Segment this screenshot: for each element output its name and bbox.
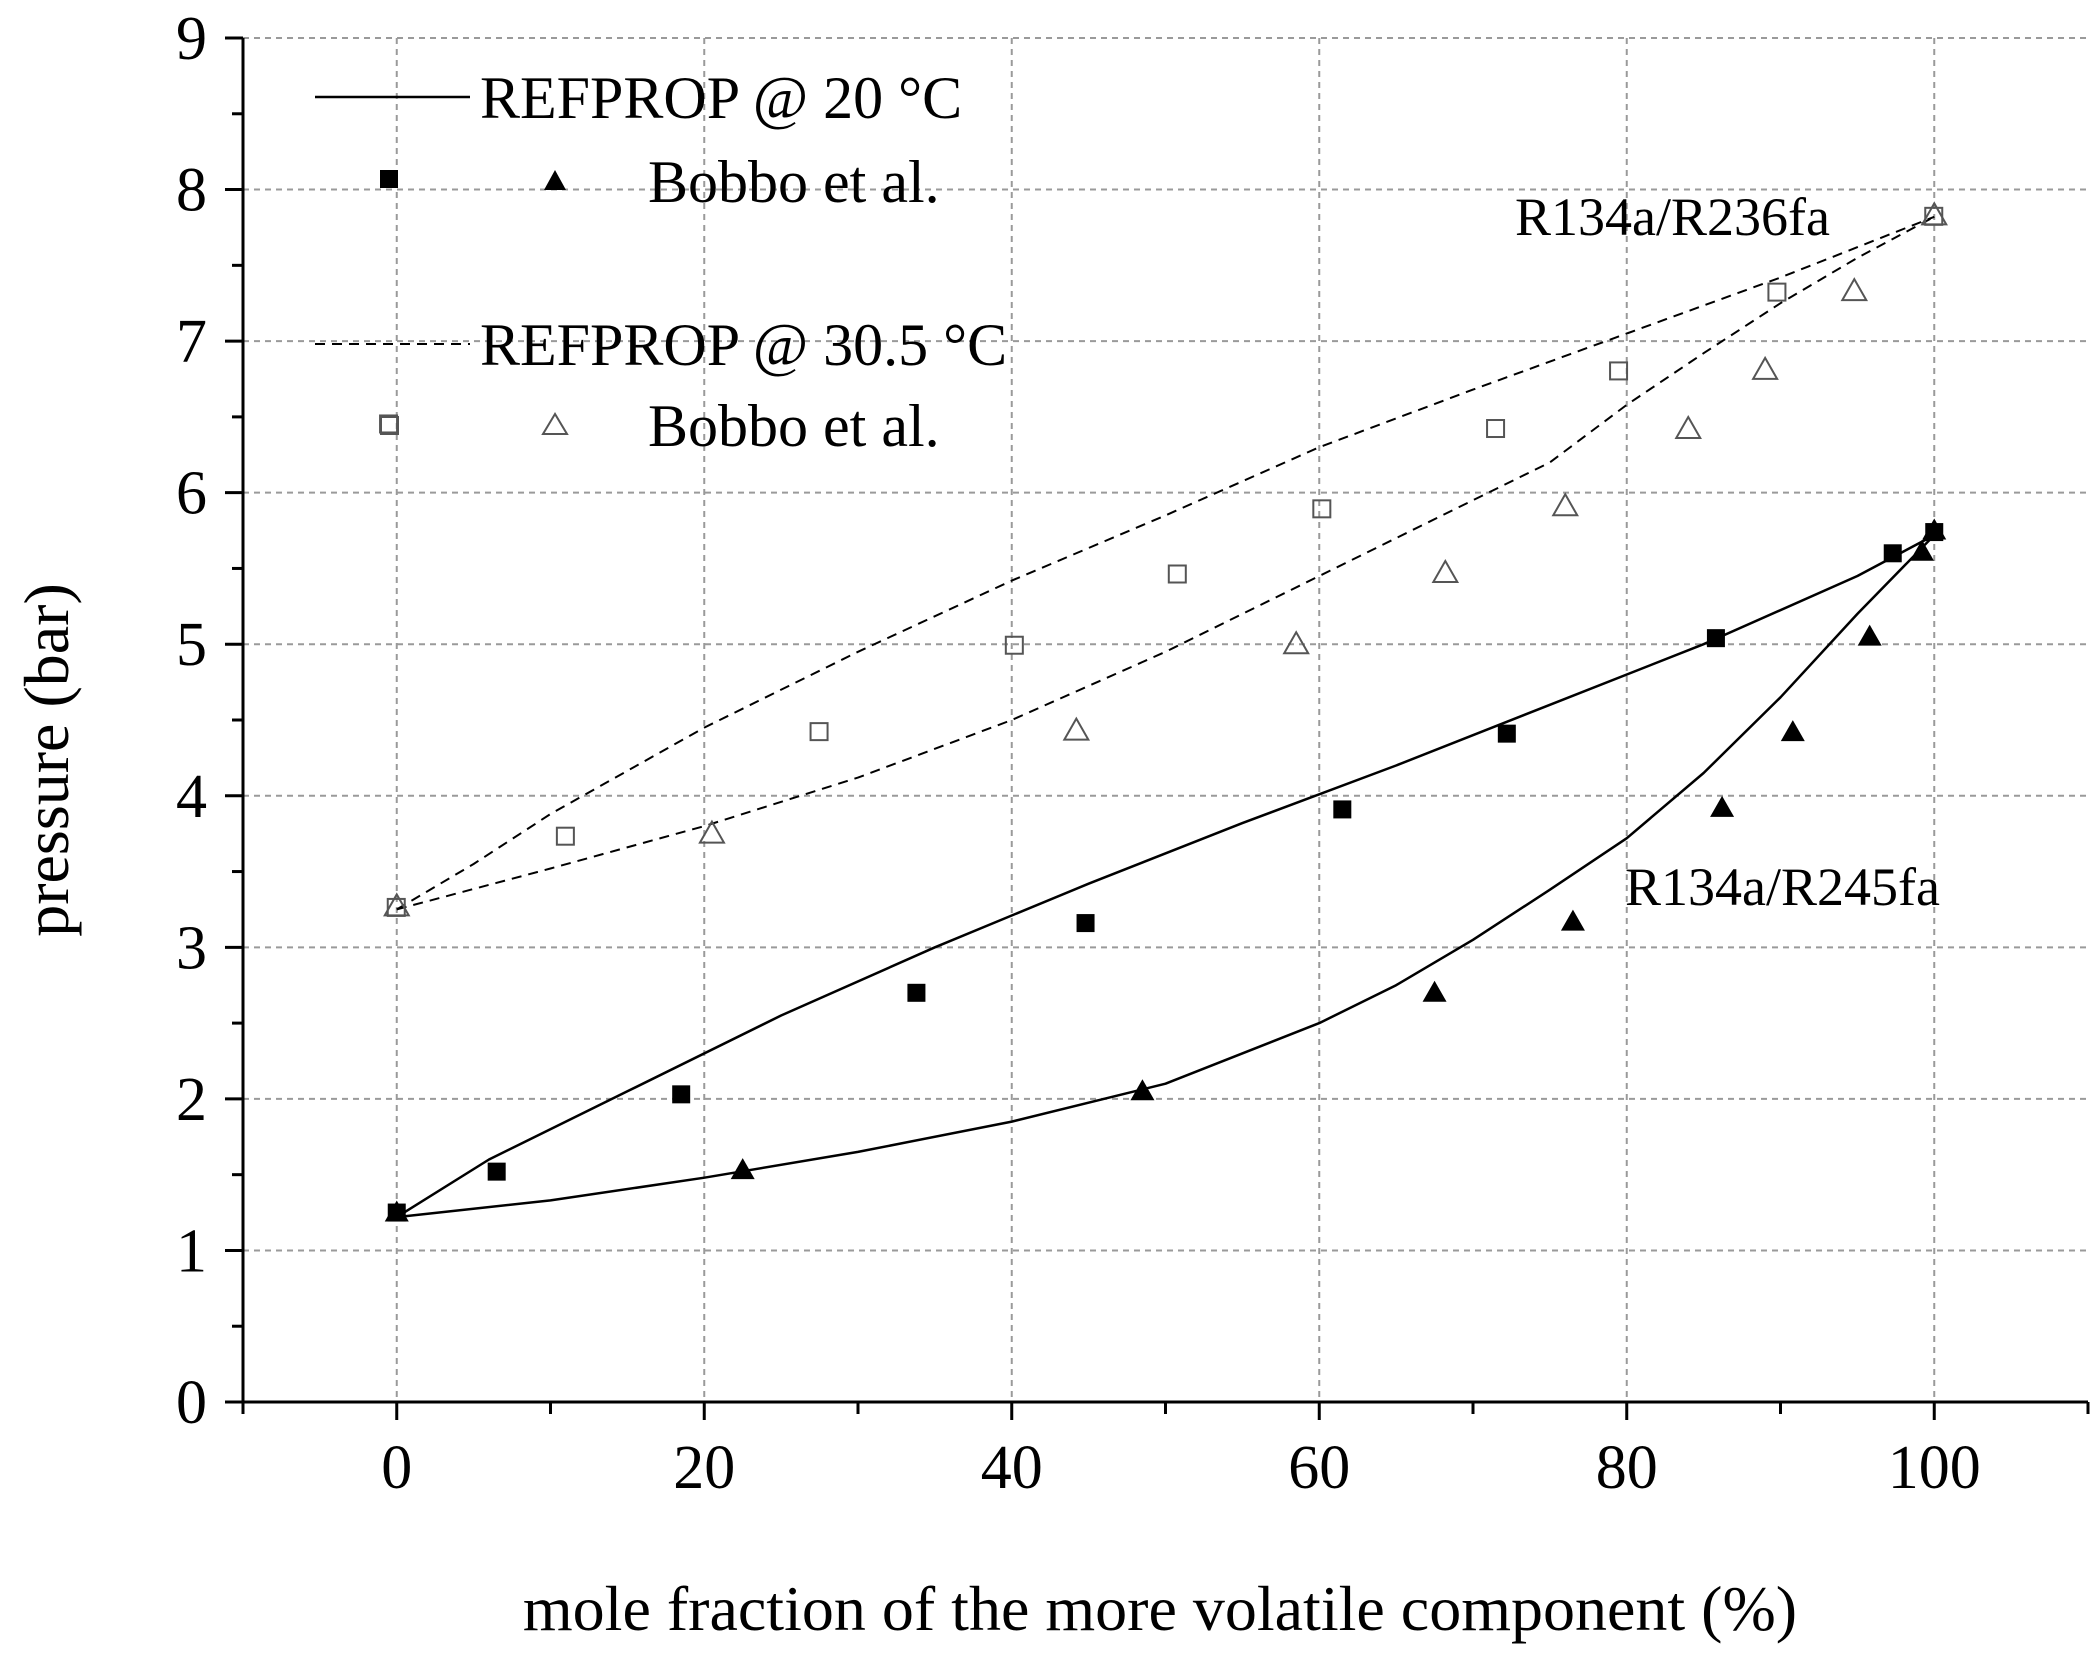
point-filled-square — [487, 1162, 506, 1181]
point-open-triangle — [1751, 355, 1779, 380]
point-open-square — [1767, 282, 1787, 302]
y-tick-label: 4 — [176, 763, 207, 831]
point-open-square — [379, 414, 399, 434]
y-tick-label: 7 — [176, 308, 207, 376]
point-open-triangle — [1840, 277, 1869, 302]
y-tick-label: 9 — [176, 5, 207, 73]
annotation-r245fa: R134a/R245fa — [1625, 857, 1940, 917]
legend-marker-open-square — [380, 416, 399, 435]
point-open-square — [555, 826, 575, 846]
point-open-triangle — [1062, 716, 1091, 741]
point-filled-square — [1706, 629, 1725, 648]
refprop-20-curve — [396, 534, 1936, 1219]
point-open-square — [1609, 361, 1629, 381]
legend-label-points-30: Bobbo et al. — [648, 393, 940, 459]
legend-marker-open-triangle — [541, 412, 569, 435]
tick-labels: 0 20 40 60 80 100 0 1 2 3 4 5 6 7 8 9 — [176, 5, 1981, 1502]
point-filled-square — [1333, 800, 1352, 819]
point-filled-triangle — [1922, 518, 1947, 540]
point-open-square — [1486, 419, 1506, 439]
x-tick-label: 100 — [1888, 1434, 1981, 1502]
point-open-triangle — [1674, 414, 1702, 440]
legend-marker-filled-triangle — [544, 170, 566, 190]
point-filled-triangle — [1857, 624, 1882, 646]
point-filled-triangle — [1560, 909, 1585, 931]
point-open-square — [809, 722, 829, 742]
point-filled-triangle — [1130, 1079, 1155, 1101]
point-filled-triangle — [384, 1200, 409, 1222]
refprop-30-curve — [396, 215, 1935, 911]
point-filled-square — [672, 1085, 691, 1104]
refprop-20-curve — [396, 533, 1935, 1219]
legend-label-line-30: REFPROP @ 30.5 °C — [480, 312, 1007, 378]
axes — [225, 36, 2090, 1420]
x-tick-label: 0 — [381, 1434, 412, 1502]
point-filled-square — [1497, 724, 1516, 743]
y-axis-label: pressure (bar) — [11, 583, 82, 937]
point-open-square — [1004, 635, 1024, 655]
point-filled-square — [907, 983, 926, 1002]
point-filled-triangle — [1710, 795, 1735, 817]
y-tick-label: 0 — [176, 1369, 207, 1437]
y-tick-label: 1 — [176, 1217, 207, 1285]
legend: REFPROP @ 20 °C Bobbo et al. REFPROP @ 3… — [315, 65, 1007, 459]
point-filled-square — [1883, 544, 1902, 563]
grid — [243, 37, 2088, 1402]
point-filled-triangle — [1422, 980, 1447, 1002]
legend-marker-filled-square — [380, 170, 398, 188]
point-open-triangle — [1551, 492, 1579, 517]
point-filled-square — [1076, 914, 1095, 933]
y-tick-label: 3 — [176, 914, 207, 982]
legend-label-points-20: Bobbo et al. — [648, 149, 940, 215]
point-filled-triangle — [730, 1158, 755, 1180]
point-open-triangle — [1920, 201, 1948, 226]
x-tick-label: 40 — [981, 1434, 1043, 1502]
y-tick-label: 2 — [176, 1066, 207, 1134]
annotation-r236fa: R134a/R236fa — [1515, 187, 1830, 247]
point-open-triangle — [1431, 558, 1460, 583]
point-open-square — [1167, 564, 1187, 584]
legend-label-line-20: REFPROP @ 20 °C — [480, 65, 962, 131]
y-tick-label: 8 — [176, 157, 207, 225]
x-tick-label: 60 — [1288, 1434, 1350, 1502]
data-markers — [379, 201, 1948, 1222]
point-filled-triangle — [1909, 539, 1934, 561]
point-open-triangle — [1282, 630, 1310, 655]
point-open-square — [1312, 499, 1332, 519]
point-open-triangle — [383, 892, 411, 917]
point-open-triangle — [698, 819, 726, 844]
point-filled-triangle — [1780, 720, 1805, 742]
x-axis-label: mole fraction of the more volatile compo… — [523, 1573, 1797, 1644]
x-tick-label: 80 — [1596, 1434, 1658, 1502]
y-tick-label: 5 — [176, 611, 207, 679]
x-tick-label: 20 — [673, 1434, 735, 1502]
y-tick-label: 6 — [176, 460, 207, 528]
series-lines — [396, 215, 1936, 1219]
